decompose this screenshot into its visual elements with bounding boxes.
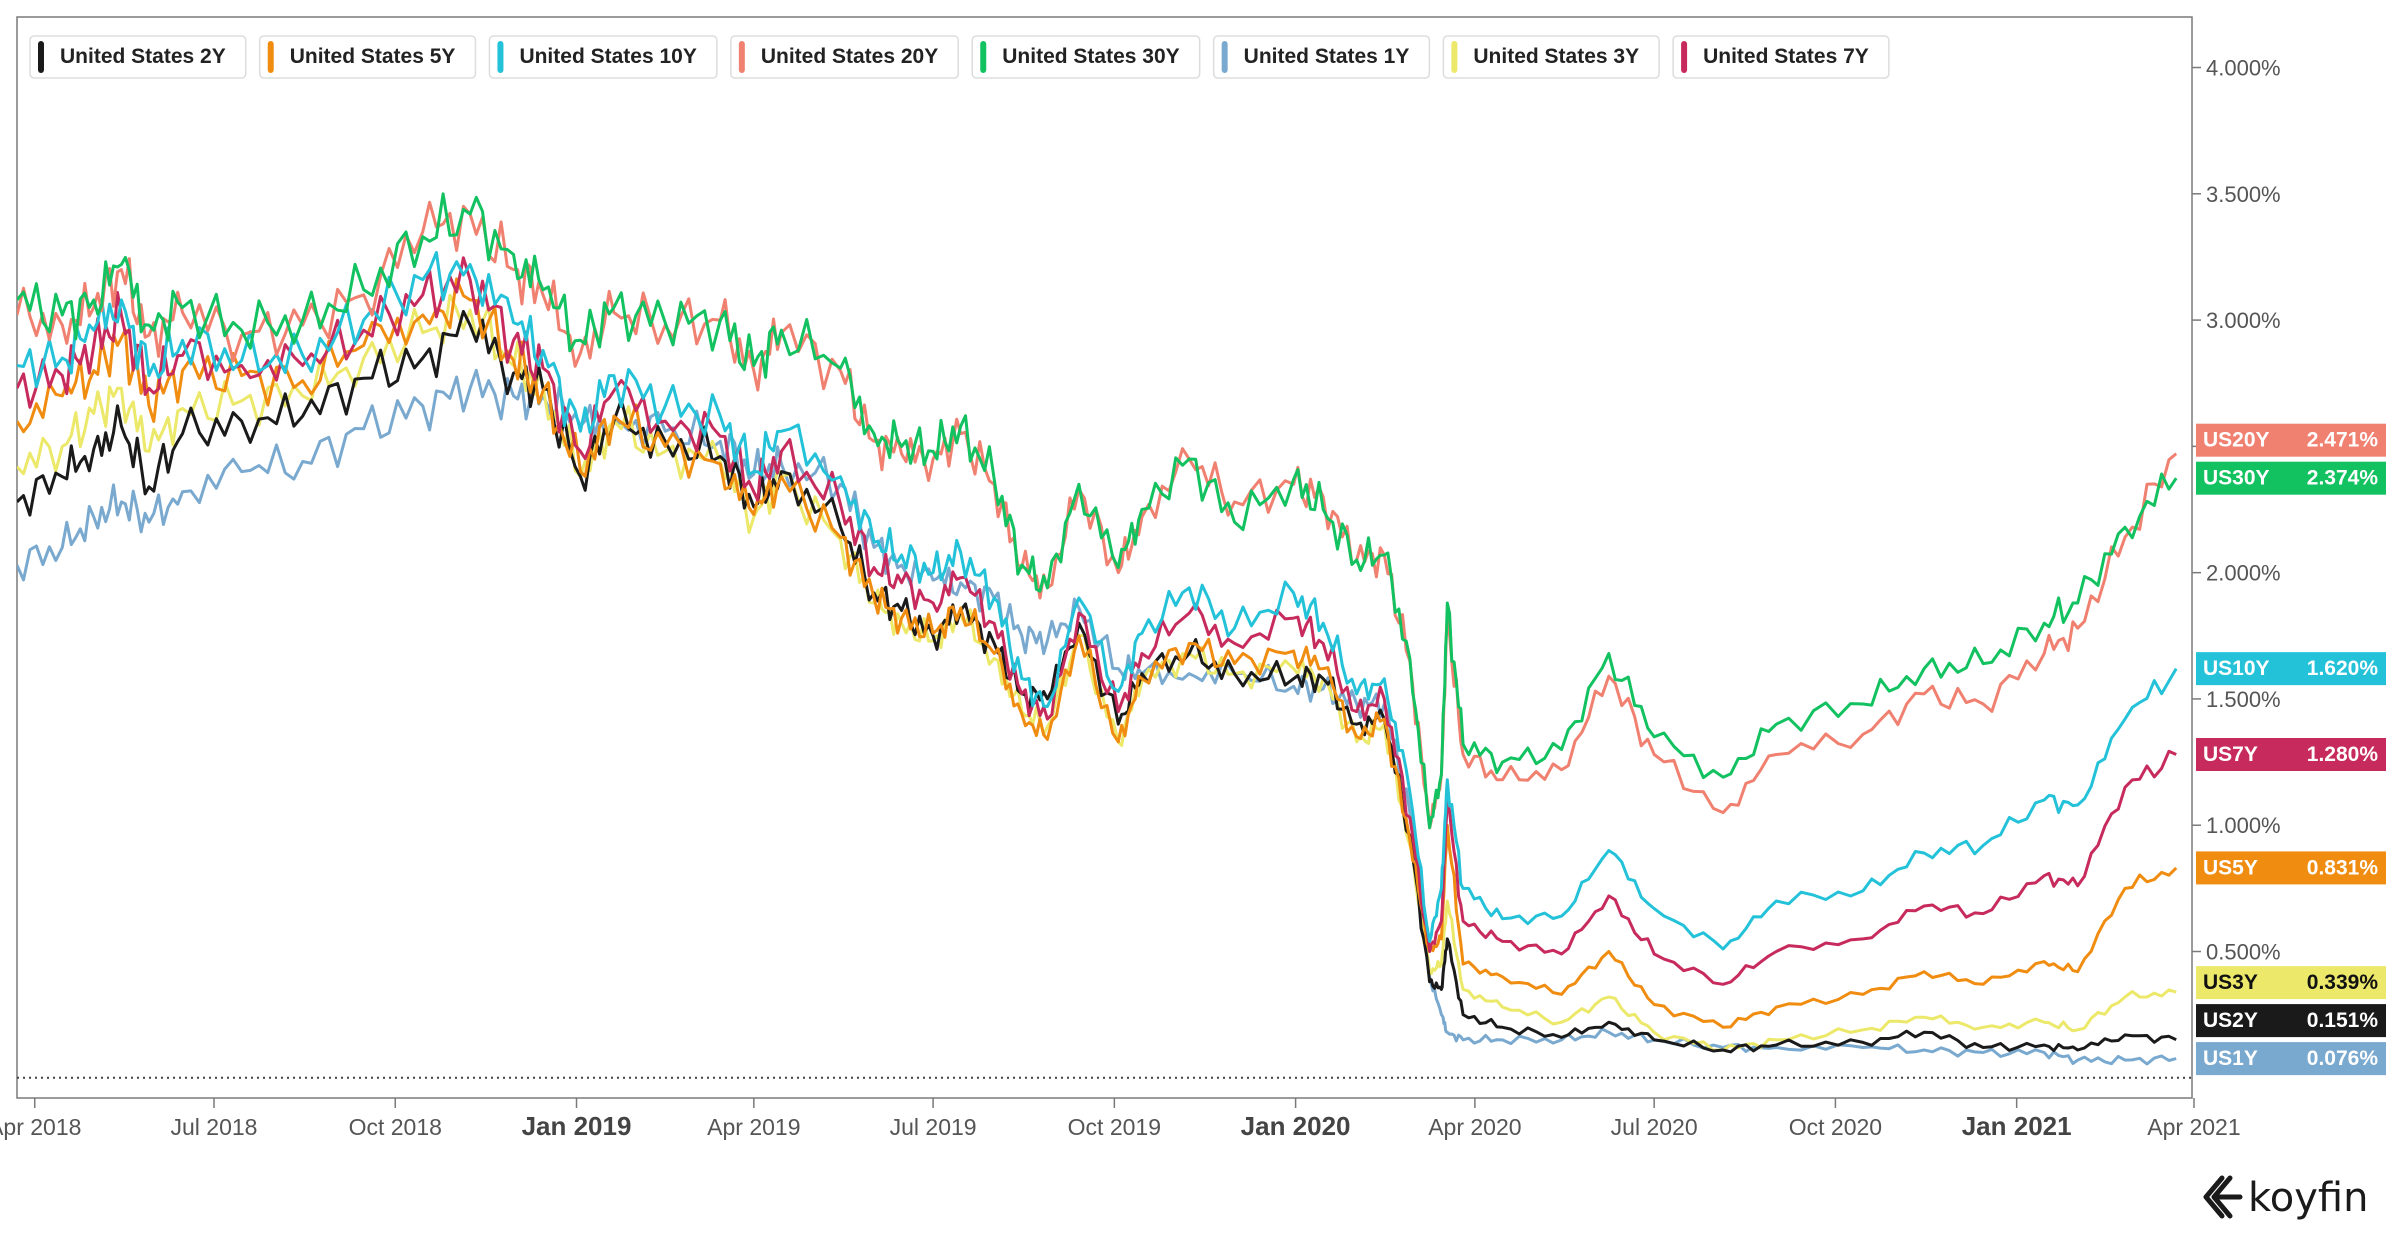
series-line-us10y — [17, 251, 2178, 951]
y-tick-label: 3.500% — [2206, 182, 2281, 207]
legend-swatch — [497, 41, 504, 73]
legend: United States 2Y United States 5Y United S… — [29, 35, 1890, 79]
legend-swatch — [980, 41, 987, 73]
x-tick-label: Apr 2019 — [707, 1114, 800, 1140]
legend-chip — [258, 35, 477, 79]
legend-chip — [1442, 35, 1660, 79]
x-tick-label: Oct 2019 — [1068, 1114, 1161, 1140]
tag-value: 0.076% — [2307, 1047, 2379, 1070]
koyfin-logo: koyfin — [2203, 1175, 2368, 1221]
legend-item[interactable]: United States 2Y — [29, 35, 247, 79]
y-tick-label: 2.000% — [2206, 561, 2281, 586]
tag-name: US2Y — [2203, 1009, 2258, 1032]
y-tick-label: 1.500% — [2206, 687, 2281, 712]
legend-chip — [488, 35, 718, 79]
tag-us30y: US30Y 2.374% — [2196, 461, 2386, 495]
legend-item[interactable]: United States 3Y — [1442, 35, 1660, 79]
legend-chip — [1212, 35, 1431, 79]
tag-value: 1.620% — [2307, 657, 2379, 680]
legend-label: United States 30Y — [1002, 45, 1179, 68]
x-tick-label: Jul 2019 — [890, 1114, 977, 1140]
legend-swatch — [267, 41, 274, 73]
x-tick-label: Apr 2021 — [2147, 1114, 2240, 1140]
legend-label: United States 1Y — [1244, 45, 1410, 68]
legend-item[interactable]: United States 5Y — [258, 35, 477, 79]
plot-frame — [16, 16, 2193, 1099]
legend-chip — [1672, 35, 1890, 79]
tag-value: 0.151% — [2307, 1009, 2379, 1032]
legend-item[interactable]: United States 20Y — [730, 35, 959, 79]
legend-label: United States 7Y — [1703, 45, 1869, 68]
tag-us7y: US7Y 1.280% — [2196, 738, 2386, 772]
y-axis: 0.500%1.000%1.500%2.000%2.500%3.000%3.50… — [2192, 56, 2281, 965]
x-tick-label: Oct 2018 — [349, 1114, 442, 1140]
y-tick-label: 1.000% — [2206, 813, 2281, 838]
legend-label: United States 5Y — [290, 45, 456, 68]
last-value-tags: US20Y 2.471% US30Y 2.374% US10Y 1.620% US7Y 1.2… — [2196, 423, 2386, 1076]
koyfin-logo-icon — [2203, 1175, 2243, 1219]
tag-value: 0.339% — [2307, 971, 2379, 994]
series-line-us7y — [17, 256, 2177, 986]
brand-name: koyfin — [2248, 1175, 2368, 1221]
x-tick-label: Jul 2020 — [1611, 1114, 1698, 1140]
series-line-us30y — [17, 192, 2178, 830]
tag-value: 2.471% — [2307, 429, 2379, 452]
tag-name: US7Y — [2203, 743, 2258, 766]
legend-label: United States 20Y — [761, 45, 938, 68]
x-tick-label: Jul 2018 — [171, 1114, 258, 1140]
series-line-us5y — [17, 277, 2178, 1029]
y-tick-label: 3.000% — [2206, 308, 2281, 333]
x-tick-label: Jan 2020 — [1241, 1111, 1351, 1141]
y-tick-label: 0.500% — [2206, 940, 2281, 965]
tag-us3y: US3Y 0.339% — [2196, 966, 2386, 1000]
series-line-us1y — [17, 368, 2177, 1066]
y-tick-label: 4.000% — [2206, 56, 2281, 81]
legend-swatch — [38, 41, 44, 73]
tag-us20y: US20Y 2.471% — [2196, 423, 2386, 457]
tag-value: 2.374% — [2307, 467, 2379, 490]
legend-item[interactable]: United States 7Y — [1672, 35, 1890, 79]
legend-item[interactable]: United States 10Y — [488, 35, 718, 79]
legend-label: United States 3Y — [1473, 45, 1639, 68]
legend-swatch — [1451, 41, 1458, 73]
legend-chip — [971, 35, 1201, 79]
tag-name: US1Y — [2203, 1047, 2258, 1070]
series-lines — [17, 192, 2178, 1066]
tag-us1y: US1Y 0.076% — [2196, 1042, 2386, 1076]
x-tick-label: Oct 2020 — [1789, 1114, 1882, 1140]
tag-name: US30Y — [2203, 467, 2270, 490]
tag-value: 1.280% — [2307, 743, 2379, 766]
tag-value: 0.831% — [2307, 856, 2379, 879]
legend-item[interactable]: United States 30Y — [971, 35, 1201, 79]
x-tick-label: Jan 2019 — [522, 1111, 632, 1141]
legend-chip — [730, 35, 959, 79]
x-axis: Apr 2018 Jul 2018 Oct 2018 Jan 2019 Apr 2019… — [0, 1098, 2241, 1141]
tag-name: US5Y — [2203, 856, 2258, 879]
tag-us10y: US10Y 1.620% — [2196, 652, 2386, 686]
tag-name: US20Y — [2203, 429, 2270, 452]
legend-chip — [29, 35, 247, 79]
x-tick-label: Apr 2020 — [1428, 1114, 1521, 1140]
x-tick-label: Jan 2021 — [1962, 1111, 2072, 1141]
legend-label: United States 10Y — [519, 45, 696, 68]
tag-us2y: US2Y 0.151% — [2196, 1004, 2386, 1038]
legend-swatch — [1221, 41, 1228, 73]
legend-swatch — [738, 41, 745, 73]
x-tick-label: Apr 2018 — [0, 1114, 81, 1140]
tag-name: US3Y — [2203, 971, 2258, 994]
legend-item[interactable]: United States 1Y — [1212, 35, 1431, 79]
tag-name: US10Y — [2203, 657, 2270, 680]
legend-swatch — [1681, 41, 1688, 73]
legend-label: United States 2Y — [60, 45, 226, 68]
tag-us5y: US5Y 0.831% — [2196, 851, 2386, 885]
